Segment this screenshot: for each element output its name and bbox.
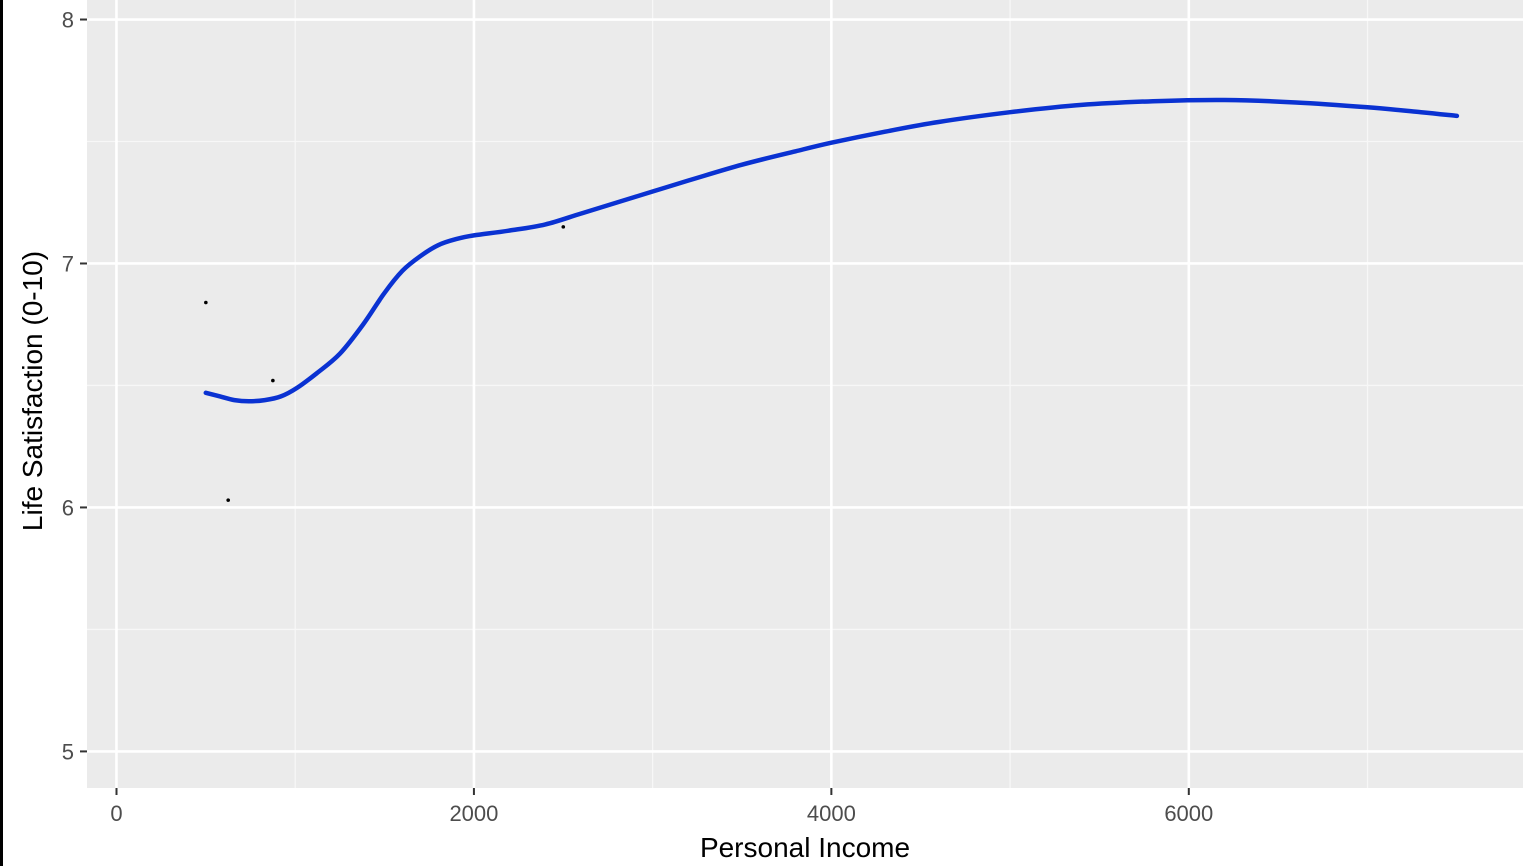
y-tick-label: 6 bbox=[62, 495, 74, 520]
data-point bbox=[226, 498, 230, 502]
y-tick-label: 7 bbox=[62, 251, 74, 276]
x-tick-label: 6000 bbox=[1164, 801, 1213, 826]
grid-minor bbox=[87, 0, 1523, 788]
smooth-line bbox=[203, 97, 1460, 404]
x-axis-title: Personal Income bbox=[700, 832, 910, 863]
x-tick-label: 4000 bbox=[807, 801, 856, 826]
data-point bbox=[271, 378, 275, 383]
grid-major bbox=[87, 0, 1523, 788]
data-point bbox=[561, 225, 566, 229]
plot-panel bbox=[87, 0, 1523, 788]
y-tick-label: 5 bbox=[62, 739, 74, 764]
data-points bbox=[204, 225, 566, 502]
y-axis-ticks: 5 6 7 8 bbox=[62, 8, 87, 764]
x-axis-ticks: 0 2000 4000 6000 bbox=[110, 788, 1213, 826]
data-point bbox=[204, 300, 208, 305]
left-border bbox=[0, 0, 3, 866]
y-tick-label: 8 bbox=[62, 8, 74, 33]
x-tick-label: 2000 bbox=[449, 801, 498, 826]
x-tick-label: 0 bbox=[110, 801, 122, 826]
y-axis-title: Life Satisfaction (0-10) bbox=[17, 251, 48, 531]
